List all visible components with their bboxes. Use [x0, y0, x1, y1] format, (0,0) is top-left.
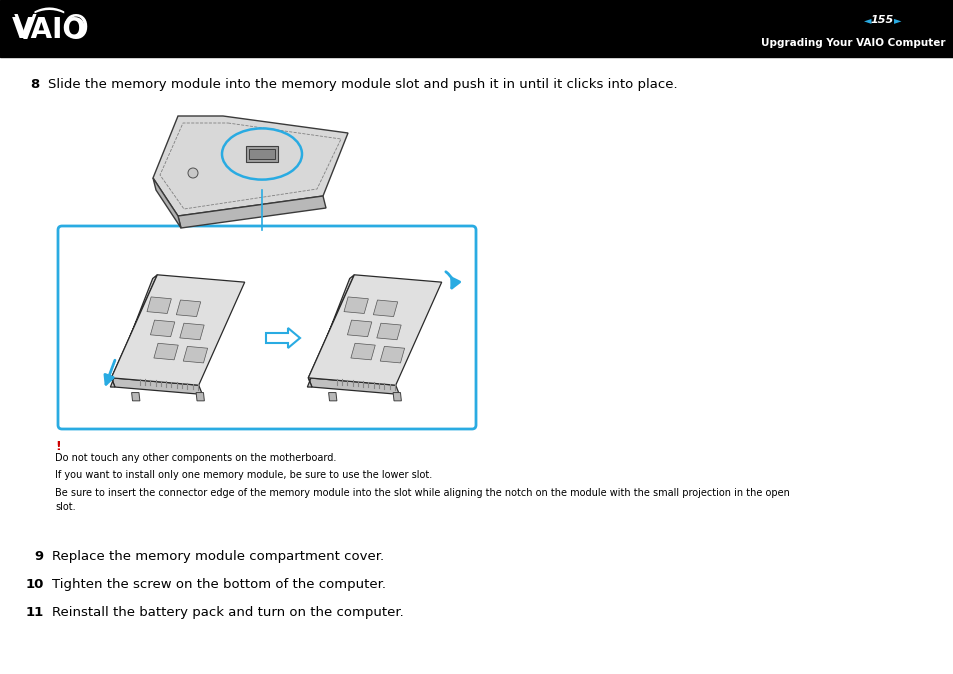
Text: Tighten the screw on the bottom of the computer.: Tighten the screw on the bottom of the c… [52, 578, 386, 591]
Text: Do not touch any other components on the motherboard.: Do not touch any other components on the… [55, 453, 336, 463]
Polygon shape [112, 275, 244, 386]
Text: !: ! [55, 440, 61, 453]
Polygon shape [112, 378, 202, 394]
Polygon shape [308, 275, 441, 386]
Bar [249, 149, 274, 159]
Polygon shape [152, 178, 181, 228]
Text: VAIO: VAIO [12, 16, 87, 44]
Polygon shape [151, 320, 174, 336]
Polygon shape [347, 320, 372, 336]
Polygon shape [380, 346, 404, 363]
Polygon shape [152, 116, 348, 216]
Text: 8: 8 [30, 78, 39, 91]
Text: V⁀O: V⁀O [14, 13, 90, 46]
Text: slot.: slot. [55, 502, 75, 512]
Text: ►: ► [893, 15, 901, 25]
Text: 10: 10 [26, 578, 44, 591]
Text: 9: 9 [35, 550, 44, 563]
Polygon shape [132, 392, 140, 401]
Text: Upgrading Your VAIO Computer: Upgrading Your VAIO Computer [760, 38, 945, 49]
Polygon shape [176, 300, 200, 317]
Polygon shape [147, 297, 172, 313]
Polygon shape [393, 392, 401, 401]
Bar [0, 0, 953, 57]
Polygon shape [183, 346, 208, 363]
Polygon shape [153, 343, 178, 360]
Text: If you want to install only one memory module, be sure to use the lower slot.: If you want to install only one memory m… [55, 470, 432, 480]
Polygon shape [376, 324, 401, 340]
FancyBboxPatch shape [58, 226, 476, 429]
Circle shape [188, 168, 198, 178]
Polygon shape [111, 275, 157, 387]
Text: Replace the memory module compartment cover.: Replace the memory module compartment co… [52, 550, 384, 563]
Polygon shape [308, 378, 399, 394]
Text: 11: 11 [26, 606, 44, 619]
Polygon shape [179, 324, 204, 340]
Polygon shape [178, 196, 326, 228]
Text: Be sure to insert the connector edge of the memory module into the slot while al: Be sure to insert the connector edge of … [55, 488, 789, 498]
Text: 155: 155 [869, 15, 893, 25]
FancyArrow shape [266, 328, 299, 348]
Polygon shape [196, 392, 204, 401]
Polygon shape [307, 275, 354, 387]
Polygon shape [344, 297, 368, 313]
Polygon shape [328, 392, 336, 401]
Text: ◄: ◄ [863, 15, 871, 25]
Bar [246, 146, 277, 162]
Polygon shape [373, 300, 397, 317]
Text: Slide the memory module into the memory module slot and push it in until it clic: Slide the memory module into the memory … [48, 78, 677, 91]
Text: Reinstall the battery pack and turn on the computer.: Reinstall the battery pack and turn on t… [52, 606, 403, 619]
Polygon shape [351, 343, 375, 360]
